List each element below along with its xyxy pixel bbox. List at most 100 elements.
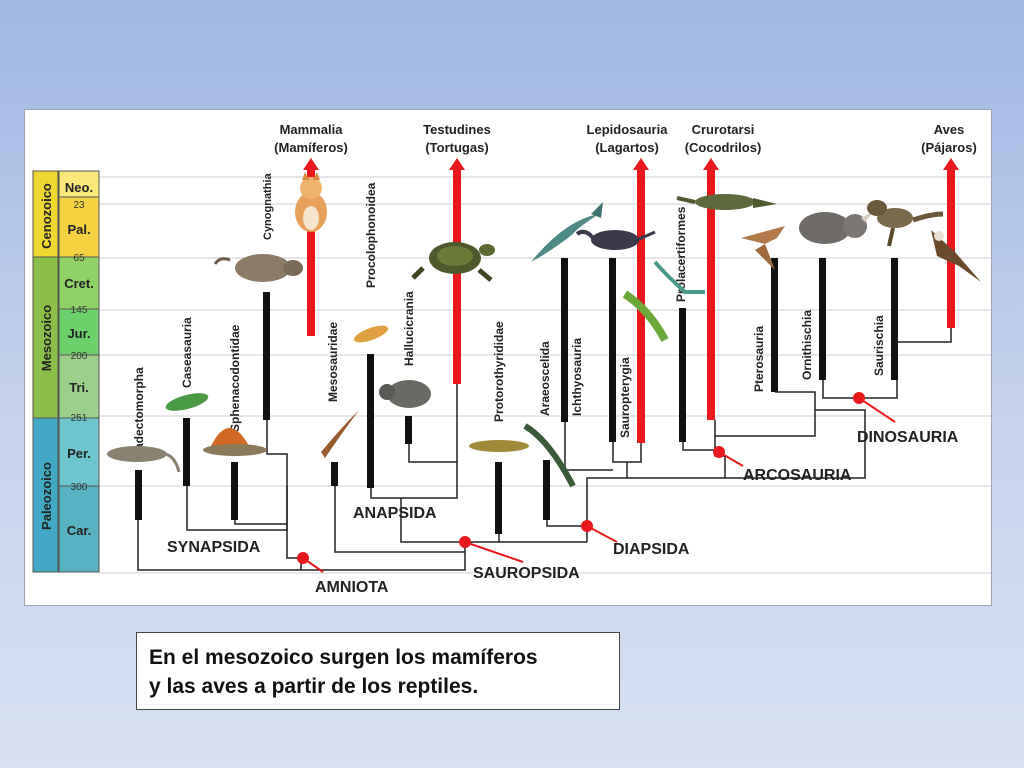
taxon-ornithischia: Ornithischia (800, 310, 814, 380)
period-per-label: Per. (67, 446, 91, 461)
cladogram-branches (137, 328, 952, 571)
lizard-illustration (622, 290, 669, 342)
eagle-illustration (931, 230, 981, 282)
clade-nodes (297, 392, 896, 573)
period-pal-label: Pal. (67, 222, 90, 237)
araeoscelid-illustration (523, 423, 576, 488)
caption-line-2: y las aves a partir de los reptiles. (149, 675, 479, 698)
phylogeny-panel: Cenozoico Mesozoico Paleozoico Neo. Pal.… (24, 109, 992, 606)
taxon-caseasauria: Caseasauria (180, 317, 194, 388)
period-neo-band (58, 170, 100, 198)
taxon-procolophonoidea: Procolophonoidea (364, 182, 378, 288)
clade-dinosauria: DINOSAURIA (857, 429, 959, 446)
node-sauropsida (459, 536, 471, 548)
boundary-23: 23 (73, 200, 85, 211)
range-bar-sphenacodontidae (231, 462, 238, 520)
taxon-sauropterygia: Sauropterygia (618, 357, 632, 438)
arrow-testudines (449, 158, 465, 384)
pterosaur-illustration (741, 226, 785, 270)
era-cenozoico-band (32, 170, 59, 258)
boundary-200: 200 (71, 351, 88, 362)
range-bar-diadectomorpha (135, 470, 142, 520)
taxon-protorothyrididae: Protorothyrididae (492, 321, 506, 422)
group-lepidosauria-common: (Lagartos) (595, 140, 659, 155)
period-tri-label: Tri. (69, 380, 89, 395)
period-jur-band (58, 308, 100, 356)
arrow-mammalia (303, 158, 319, 336)
range-bar-prolacertiformes (679, 308, 686, 442)
boundary-145: 145 (71, 305, 88, 316)
pareiasaur-illustration (379, 380, 431, 408)
procolophonid-illustration (353, 325, 389, 343)
arrow-aves (943, 158, 959, 328)
period-jur-label: Jur. (67, 326, 90, 341)
range-bar-protorothyrididae (495, 462, 502, 534)
era-cenozoico-label: Cenozoico (39, 183, 54, 249)
range-bar-mesosauridae (331, 462, 338, 486)
period-cret-label: Cret. (64, 276, 94, 291)
group-aves-name: Aves (934, 122, 965, 137)
fossil-range-bars (135, 258, 898, 534)
clade-diapsida: DIAPSIDA (613, 541, 690, 558)
boundary-251: 251 (71, 413, 88, 424)
triceratops-illustration (799, 210, 875, 244)
period-pal-band (58, 196, 100, 258)
taxon-diadectomorpha: Diadectomorpha (132, 367, 146, 462)
era-paleozoico-band (32, 417, 59, 573)
tanystropheus-illustration (653, 260, 705, 294)
group-crurotarsi-common: (Cocodrilos) (685, 140, 762, 155)
diadectid-illustration (107, 446, 181, 473)
taxon-cynognathia: Cynognathia (262, 173, 274, 240)
clade-sauropsida: SAUROPSIDA (473, 565, 580, 582)
taxon-pterosauria: Pterosauria (752, 326, 766, 392)
clade-amniota: AMNIOTA (315, 579, 389, 596)
cat-illustration (295, 172, 327, 232)
range-bar-pterosauria (771, 258, 778, 392)
cynodont-illustration (213, 254, 303, 282)
crocodile-illustration (676, 194, 777, 210)
period-neo-label: Neo. (65, 180, 93, 195)
taxon-labels: Diadectomorpha Caseasauria Sphenacodonti… (132, 173, 886, 462)
group-aves-common: (Pájaros) (921, 140, 977, 155)
group-lepidosauria-name: Lepidosauria (587, 122, 669, 137)
range-bar-saurischia (891, 258, 898, 380)
clade-arcosauria: ARCOSAURIA (743, 467, 852, 484)
group-testudines-common: (Tortugas) (425, 140, 488, 155)
era-paleozoico-label: Paleozoico (39, 462, 54, 530)
clade-anapsida: ANAPSIDA (353, 505, 437, 522)
ichthyosaur-illustration (531, 202, 603, 262)
range-bar-araeoscelida (543, 460, 550, 520)
boundary-300: 300 (71, 482, 88, 493)
animal-illustrations (107, 172, 981, 488)
group-mammalia-common: (Mamíferos) (274, 140, 348, 155)
range-bar-ornithischia (819, 258, 826, 380)
era-column: Cenozoico Mesozoico Paleozoico (32, 170, 59, 573)
period-tri-band (58, 354, 100, 419)
trex-illustration (867, 200, 944, 247)
caption-line-1: En el mesozoico surgen los mamíferos (149, 646, 538, 669)
taxon-ichthyosauria: Ichthyosauria (570, 338, 584, 416)
period-car-label: Car. (67, 523, 92, 538)
range-bar-hallucicrania (405, 416, 412, 444)
node-arcosauria (713, 446, 725, 458)
period-cret-band (58, 256, 100, 310)
protorothyridid-illustration (469, 440, 529, 452)
node-diapsida (581, 520, 593, 532)
node-amniota (297, 552, 309, 564)
group-testudines-name: Testudines (423, 122, 491, 137)
clade-labels: SYNAPSIDA AMNIOTA SAUROPSIDA ANAPSIDA DI… (167, 429, 959, 596)
taxon-hallucicrania: Hallucicrania (402, 291, 416, 366)
boundary-65: 65 (73, 253, 85, 264)
range-bar-cynognathia (263, 292, 270, 420)
period-column: Neo. Pal. Cret. Jur. Tri. Per. Car. 23 6… (58, 170, 100, 573)
range-bar-ichthyosauria (561, 258, 568, 422)
mesosaur-illustration (321, 410, 359, 458)
taxon-prolacertiformes: Prolacertiformes (674, 206, 688, 302)
era-mesozoico-label: Mesozoico (39, 305, 54, 372)
range-bar-sauropterygia (609, 258, 616, 442)
clade-synapsida: SYNAPSIDA (167, 539, 261, 556)
period-car-band (58, 485, 100, 573)
taxon-araeoscelida: Araeoscelida (538, 341, 552, 416)
node-dinosauria (853, 392, 865, 404)
group-mammalia-name: Mammalia (280, 122, 344, 137)
